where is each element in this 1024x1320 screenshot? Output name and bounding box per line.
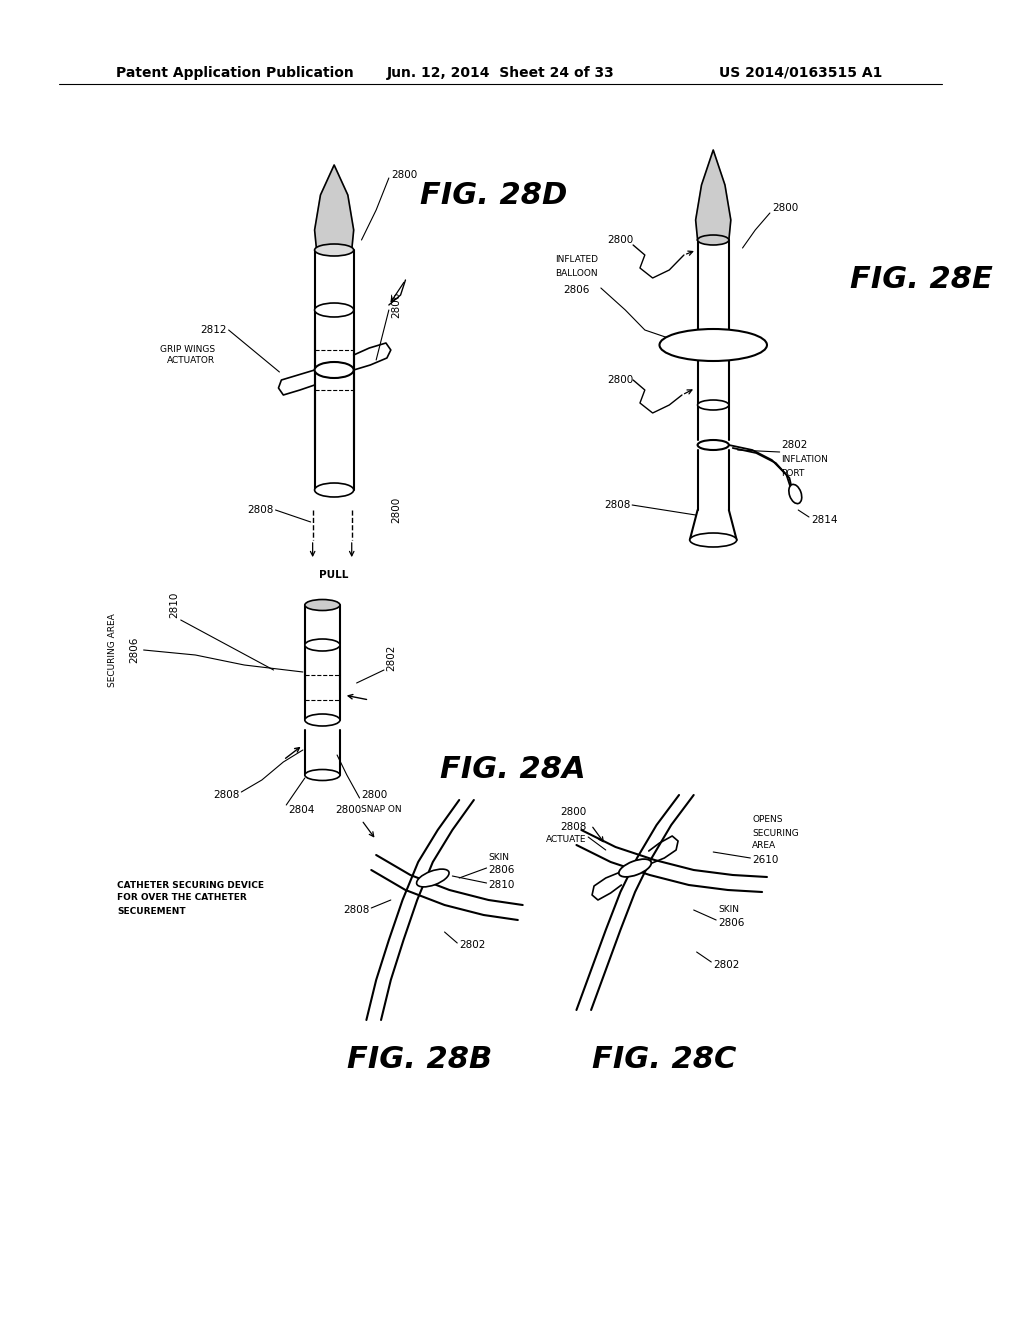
Text: PORT: PORT <box>781 469 805 478</box>
Text: FIG. 28C: FIG. 28C <box>592 1045 736 1074</box>
Ellipse shape <box>618 859 651 876</box>
Text: 2800: 2800 <box>335 805 361 814</box>
Text: 2800: 2800 <box>607 375 634 385</box>
Text: SNAP ON: SNAP ON <box>361 805 402 814</box>
Text: 2802: 2802 <box>714 960 739 970</box>
Text: 2800: 2800 <box>391 496 400 523</box>
Ellipse shape <box>314 483 353 498</box>
Text: Jun. 12, 2014  Sheet 24 of 33: Jun. 12, 2014 Sheet 24 of 33 <box>386 66 614 81</box>
Ellipse shape <box>697 235 729 246</box>
Text: INFLATION: INFLATION <box>781 455 828 465</box>
Ellipse shape <box>667 334 760 356</box>
Text: 2806: 2806 <box>563 285 590 294</box>
Polygon shape <box>314 165 353 249</box>
Text: US 2014/0163515 A1: US 2014/0163515 A1 <box>720 66 883 81</box>
Polygon shape <box>695 150 731 240</box>
Ellipse shape <box>305 639 340 651</box>
Text: 2810: 2810 <box>169 591 179 618</box>
Text: 2808: 2808 <box>560 822 586 832</box>
Text: FIG. 28E: FIG. 28E <box>850 265 993 294</box>
Text: 2808: 2808 <box>247 506 273 515</box>
Ellipse shape <box>697 440 729 450</box>
Text: GRIP WINGS
ACTUATOR: GRIP WINGS ACTUATOR <box>160 346 215 364</box>
Text: 2800: 2800 <box>391 170 417 180</box>
Text: FIG. 28B: FIG. 28B <box>347 1045 493 1074</box>
Ellipse shape <box>659 329 767 360</box>
Ellipse shape <box>314 362 353 378</box>
Ellipse shape <box>697 400 729 411</box>
Text: Patent Application Publication: Patent Application Publication <box>116 66 353 81</box>
Text: FIG. 28A: FIG. 28A <box>439 755 586 784</box>
Text: FOR OVER THE CATHETER: FOR OVER THE CATHETER <box>117 894 247 903</box>
Text: CATHETER SECURING DEVICE: CATHETER SECURING DEVICE <box>117 880 264 890</box>
Text: 2806: 2806 <box>129 636 139 663</box>
Ellipse shape <box>314 304 353 317</box>
Ellipse shape <box>788 484 802 504</box>
Text: 2802: 2802 <box>459 940 485 950</box>
Text: 2802: 2802 <box>781 440 808 450</box>
Text: 2800: 2800 <box>772 203 798 213</box>
Text: FIG. 28D: FIG. 28D <box>420 181 567 210</box>
Text: 2808: 2808 <box>343 906 370 915</box>
Text: 2808: 2808 <box>213 789 240 800</box>
Ellipse shape <box>305 770 340 780</box>
Text: SECURING: SECURING <box>753 829 799 837</box>
Text: 2804: 2804 <box>288 805 314 814</box>
Text: 2806: 2806 <box>391 292 400 318</box>
Text: 2814: 2814 <box>811 515 838 525</box>
Text: 2812: 2812 <box>200 325 226 335</box>
Text: SKIN: SKIN <box>718 906 739 915</box>
Text: 2810: 2810 <box>488 880 515 890</box>
Text: OPENS: OPENS <box>753 816 782 825</box>
Ellipse shape <box>305 599 340 610</box>
Text: SKIN: SKIN <box>488 854 510 862</box>
Text: 2808: 2808 <box>604 500 630 510</box>
Text: PULL: PULL <box>319 570 349 579</box>
Text: 2610: 2610 <box>753 855 778 865</box>
Text: BALLOON: BALLOON <box>555 268 598 277</box>
Ellipse shape <box>417 869 450 887</box>
Text: 2800: 2800 <box>607 235 634 246</box>
Text: ACTUATE: ACTUATE <box>546 836 586 845</box>
Ellipse shape <box>305 714 340 726</box>
Text: 2806: 2806 <box>488 865 515 875</box>
Ellipse shape <box>690 533 736 546</box>
Ellipse shape <box>314 244 353 256</box>
Text: 2806: 2806 <box>718 917 744 928</box>
Text: INFLATED: INFLATED <box>555 256 598 264</box>
Text: 2800: 2800 <box>560 807 586 817</box>
Text: AREA: AREA <box>753 842 776 850</box>
Text: SECURING AREA: SECURING AREA <box>108 612 117 686</box>
Text: SECUREMENT: SECUREMENT <box>117 907 186 916</box>
Text: 2800: 2800 <box>361 789 388 800</box>
Text: 2802: 2802 <box>386 644 396 671</box>
